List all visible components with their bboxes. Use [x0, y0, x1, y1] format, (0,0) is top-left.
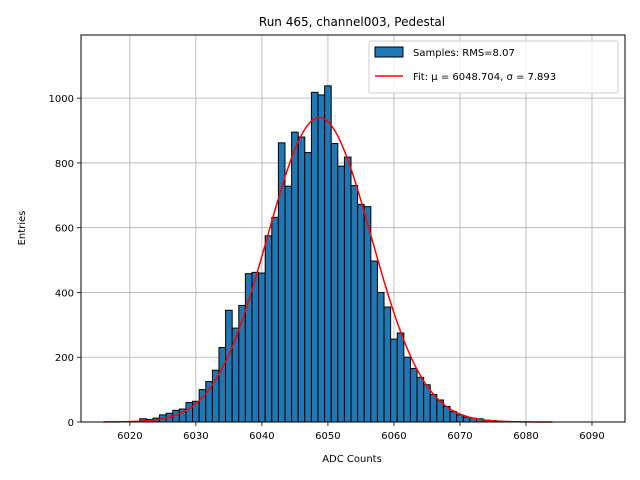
x-tick-label: 6080 — [513, 431, 538, 442]
y-tick-label: 200 — [55, 353, 74, 364]
histogram-bar — [244, 273, 253, 423]
histogram-bar — [317, 94, 326, 423]
x-tick-label: 6090 — [579, 431, 604, 442]
grid — [81, 35, 625, 423]
histogram-bar — [403, 356, 411, 423]
y-tick-label: 0 — [68, 418, 74, 429]
histogram-bar — [251, 271, 260, 423]
histogram-bar — [218, 347, 227, 423]
histogram-bar — [350, 185, 359, 423]
histogram-bar — [462, 416, 471, 423]
histogram-bar — [396, 332, 405, 423]
histogram-bar — [343, 156, 352, 423]
histogram-bar — [456, 414, 464, 423]
histogram-bar — [258, 272, 266, 423]
histogram-bar — [383, 306, 392, 423]
histogram-bar — [297, 136, 306, 423]
histogram-bar — [409, 368, 418, 423]
fit-curve — [103, 116, 553, 423]
plot-frame — [80, 34, 626, 423]
histogram-bar — [310, 91, 319, 423]
histogram-bar — [277, 142, 286, 423]
legend-label-samples: Samples: RMS=8.07 — [413, 48, 515, 59]
x-axis-ticks: 6020 6030 6040 6050 6060 6070 6080 6090 — [117, 422, 605, 442]
histogram-bar — [390, 338, 398, 423]
histogram-bar — [423, 384, 431, 423]
histogram-bar — [337, 165, 345, 423]
x-tick-label: 6060 — [381, 431, 406, 442]
histogram-bar — [185, 402, 194, 423]
histogram-bar — [376, 291, 385, 423]
histogram-bar — [330, 142, 339, 423]
histogram-bar — [231, 327, 240, 423]
histogram-bar — [429, 393, 438, 423]
y-tick-label: 800 — [55, 159, 74, 170]
histogram-bar — [211, 369, 220, 423]
legend-box — [368, 40, 619, 94]
y-tick-label: 1000 — [49, 94, 74, 105]
x-tick-label: 6070 — [447, 431, 472, 442]
x-axis-label: ADC Counts — [322, 454, 382, 465]
histogram-bar — [284, 185, 293, 423]
chart-title: Run 465, channel003, Pedestal — [259, 15, 445, 29]
legend-swatch-samples — [374, 46, 404, 58]
histogram-bar — [291, 131, 299, 423]
histogram-bar — [370, 260, 378, 423]
histogram-bar — [264, 235, 273, 423]
y-axis-ticks: 0 200 400 600 800 1000 — [49, 94, 81, 429]
histogram-bar — [304, 152, 312, 423]
histogram-bar — [449, 411, 458, 423]
fit-line — [103, 116, 553, 423]
histogram-bar — [416, 376, 425, 423]
x-tick-label: 6030 — [183, 431, 208, 442]
histogram-bar — [271, 216, 279, 423]
x-tick-label: 6050 — [315, 431, 340, 442]
histogram-bar — [238, 304, 246, 423]
y-axis-label: Entries — [17, 211, 28, 246]
legend-label-fit: Fit: μ = 6048.704, σ = 7.893 — [413, 72, 556, 83]
histogram-bars — [139, 85, 497, 423]
x-tick-label: 6020 — [117, 431, 142, 442]
histogram-bar — [363, 206, 372, 423]
histogram-bar — [225, 309, 233, 423]
histogram-bar — [357, 203, 365, 423]
histogram-bar — [324, 85, 332, 423]
y-tick-label: 400 — [55, 288, 74, 299]
legend: Samples: RMS=8.07 Fit: μ = 6048.704, σ =… — [368, 40, 619, 94]
x-tick-label: 6040 — [249, 431, 274, 442]
y-tick-label: 600 — [55, 224, 74, 235]
